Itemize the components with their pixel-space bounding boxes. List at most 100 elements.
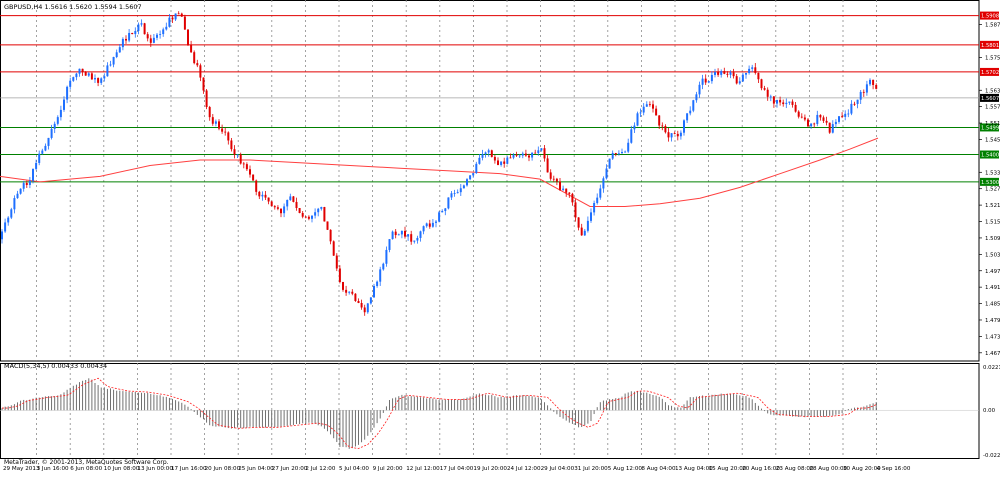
bull-candle: [10, 209, 13, 218]
bear-candle: [363, 307, 366, 313]
bear-candle: [800, 116, 803, 118]
y-tick-label: 1.5095: [985, 236, 1000, 242]
bear-candle: [180, 13, 183, 17]
bull-candle: [314, 212, 317, 216]
bull-candle: [701, 78, 704, 85]
bull-candle: [844, 113, 847, 117]
bear-candle: [428, 223, 431, 227]
bull-candle: [320, 207, 323, 209]
bull-candle: [366, 303, 369, 313]
bear-candle: [394, 231, 397, 236]
bull-candle: [121, 38, 124, 48]
bull-candle: [159, 34, 162, 35]
bull-candle: [13, 198, 16, 210]
bull-candle: [617, 153, 620, 155]
x-tick-label: 31 Jul 20:00: [574, 466, 608, 472]
bear-candle: [528, 155, 530, 158]
bull-candle: [425, 223, 428, 227]
bull-candle: [444, 208, 447, 212]
support-level-price: 1.5300: [981, 180, 999, 186]
bear-candle: [183, 16, 186, 30]
bear-candle: [25, 183, 28, 185]
bear-candle: [193, 52, 196, 64]
x-tick-label: 13 Aug 04:00: [675, 466, 713, 472]
bull-candle: [692, 100, 695, 111]
bear-candle: [543, 148, 546, 159]
bear-candle: [574, 202, 577, 218]
bull-candle: [317, 208, 320, 213]
bull-candle: [645, 104, 648, 107]
support-level-tag: [980, 177, 999, 186]
macd-tick-label: 0.02211: [983, 365, 1000, 371]
bull-candle: [69, 80, 72, 87]
bear-candle: [825, 120, 828, 123]
current-price-tag: [980, 93, 999, 102]
bear-candle: [726, 73, 729, 75]
bear-candle: [249, 169, 251, 175]
bull-candle: [602, 178, 605, 189]
bull-candle: [128, 32, 131, 41]
bull-candle: [311, 215, 313, 219]
bull-candle: [586, 220, 589, 231]
bull-candle: [134, 30, 137, 35]
bear-candle: [772, 96, 775, 104]
y-tick-label: 1.5455: [985, 137, 1000, 143]
bull-candle: [385, 249, 388, 264]
bull-candle: [59, 109, 62, 118]
bear-candle: [875, 84, 878, 89]
bull-candle: [642, 106, 645, 113]
bear-candle: [351, 291, 354, 294]
bull-candle: [748, 68, 751, 73]
bull-candle: [466, 179, 468, 186]
bear-candle: [280, 208, 282, 214]
bull-candle: [78, 68, 81, 74]
bull-candle: [741, 74, 744, 82]
bear-candle: [503, 161, 506, 164]
bull-candle: [453, 193, 456, 194]
bull-candle: [518, 155, 521, 157]
bear-candle: [90, 73, 93, 80]
horizontal-levels[interactable]: 1.5908 1.5801 1.5702 1.5499 1.5400 1.5300 1.56…: [0, 11, 999, 186]
bull-candle: [487, 150, 490, 153]
bull-candle: [599, 188, 602, 198]
bull-candle: [850, 103, 853, 114]
bull-candle: [847, 113, 850, 115]
y-tick-label: 1.5875: [985, 23, 1000, 29]
bear-candle: [84, 71, 87, 76]
bear-candle: [177, 13, 180, 15]
bear-candle: [354, 293, 357, 301]
bear-candle: [230, 140, 233, 150]
bull-candle: [35, 162, 38, 169]
x-tick-label: 10 Jun 08:00: [104, 466, 140, 472]
bear-candle: [515, 154, 518, 156]
bull-candle: [540, 148, 543, 151]
bear-candle: [258, 191, 261, 197]
current-price-value: 1.5607: [981, 96, 999, 102]
bull-candle: [168, 17, 171, 27]
bear-candle: [329, 229, 332, 242]
bull-candle: [707, 81, 710, 83]
bull-candle: [400, 230, 403, 235]
x-tick-label: 20 Jun 08:00: [205, 466, 241, 472]
bear-candle: [252, 174, 255, 181]
bull-candle: [382, 263, 385, 270]
bull-candle: [469, 175, 472, 180]
bear-candle: [190, 44, 193, 53]
bear-candle: [171, 17, 174, 20]
bull-candle: [373, 285, 375, 298]
bear-candle: [270, 201, 273, 207]
macd-tick-label: 0.00: [983, 408, 996, 414]
bull-candle: [28, 180, 31, 185]
bear-candle: [301, 212, 304, 217]
bull-candle: [593, 203, 596, 213]
resistance-level-price: 1.5908: [981, 14, 999, 20]
bull-candle: [156, 34, 158, 38]
bull-candle: [94, 78, 96, 80]
x-tick-label: 17 Jun 16:00: [171, 466, 207, 472]
bull-candle: [456, 192, 459, 194]
x-tick-label: 8 Aug 04:00: [641, 466, 676, 472]
bear-candle: [323, 207, 326, 222]
